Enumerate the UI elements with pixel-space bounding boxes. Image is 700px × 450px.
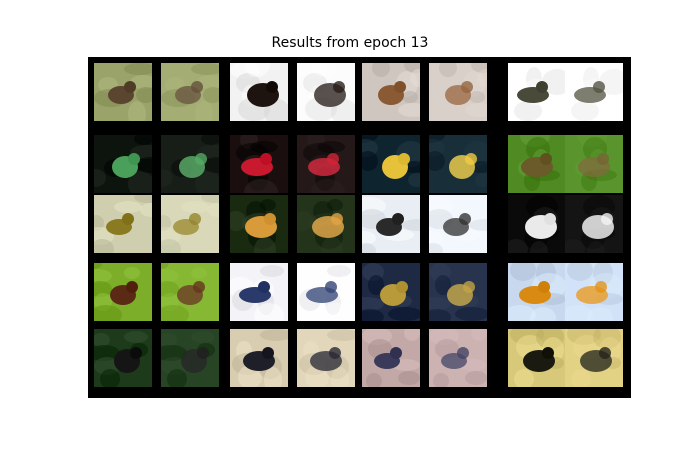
- original-image: [230, 135, 288, 193]
- original-image: [508, 263, 566, 321]
- original-image: [230, 63, 288, 121]
- original-image: [94, 263, 152, 321]
- reconstructed-image: [429, 63, 487, 121]
- image-grid: [88, 57, 631, 398]
- reconstructed-image: [161, 195, 219, 253]
- reconstructed-image: [429, 329, 487, 387]
- original-image: [508, 63, 566, 121]
- reconstructed-image: [565, 63, 623, 121]
- reconstructed-image: [565, 329, 623, 387]
- original-image: [508, 195, 566, 253]
- reconstructed-image: [429, 135, 487, 193]
- original-image: [94, 195, 152, 253]
- figure-title: Results from epoch 13: [271, 35, 429, 51]
- reconstructed-image: [429, 263, 487, 321]
- original-image: [230, 195, 288, 253]
- reconstructed-image: [297, 195, 355, 253]
- original-image: [230, 329, 288, 387]
- reconstructed-image: [297, 263, 355, 321]
- reconstructed-image: [565, 263, 623, 321]
- reconstructed-image: [161, 63, 219, 121]
- original-image: [230, 263, 288, 321]
- original-image: [94, 329, 152, 387]
- original-image: [362, 263, 420, 321]
- reconstructed-image: [161, 263, 219, 321]
- reconstructed-image: [429, 195, 487, 253]
- original-image: [94, 135, 152, 193]
- original-image: [362, 329, 420, 387]
- original-image: [94, 63, 152, 121]
- reconstructed-image: [565, 195, 623, 253]
- reconstructed-image: [565, 135, 623, 193]
- original-image: [362, 135, 420, 193]
- reconstructed-image: [161, 135, 219, 193]
- reconstructed-image: [161, 329, 219, 387]
- original-image: [508, 329, 566, 387]
- original-image: [362, 63, 420, 121]
- original-image: [508, 135, 566, 193]
- reconstructed-image: [297, 63, 355, 121]
- reconstructed-image: [297, 329, 355, 387]
- original-image: [362, 195, 420, 253]
- reconstructed-image: [297, 135, 355, 193]
